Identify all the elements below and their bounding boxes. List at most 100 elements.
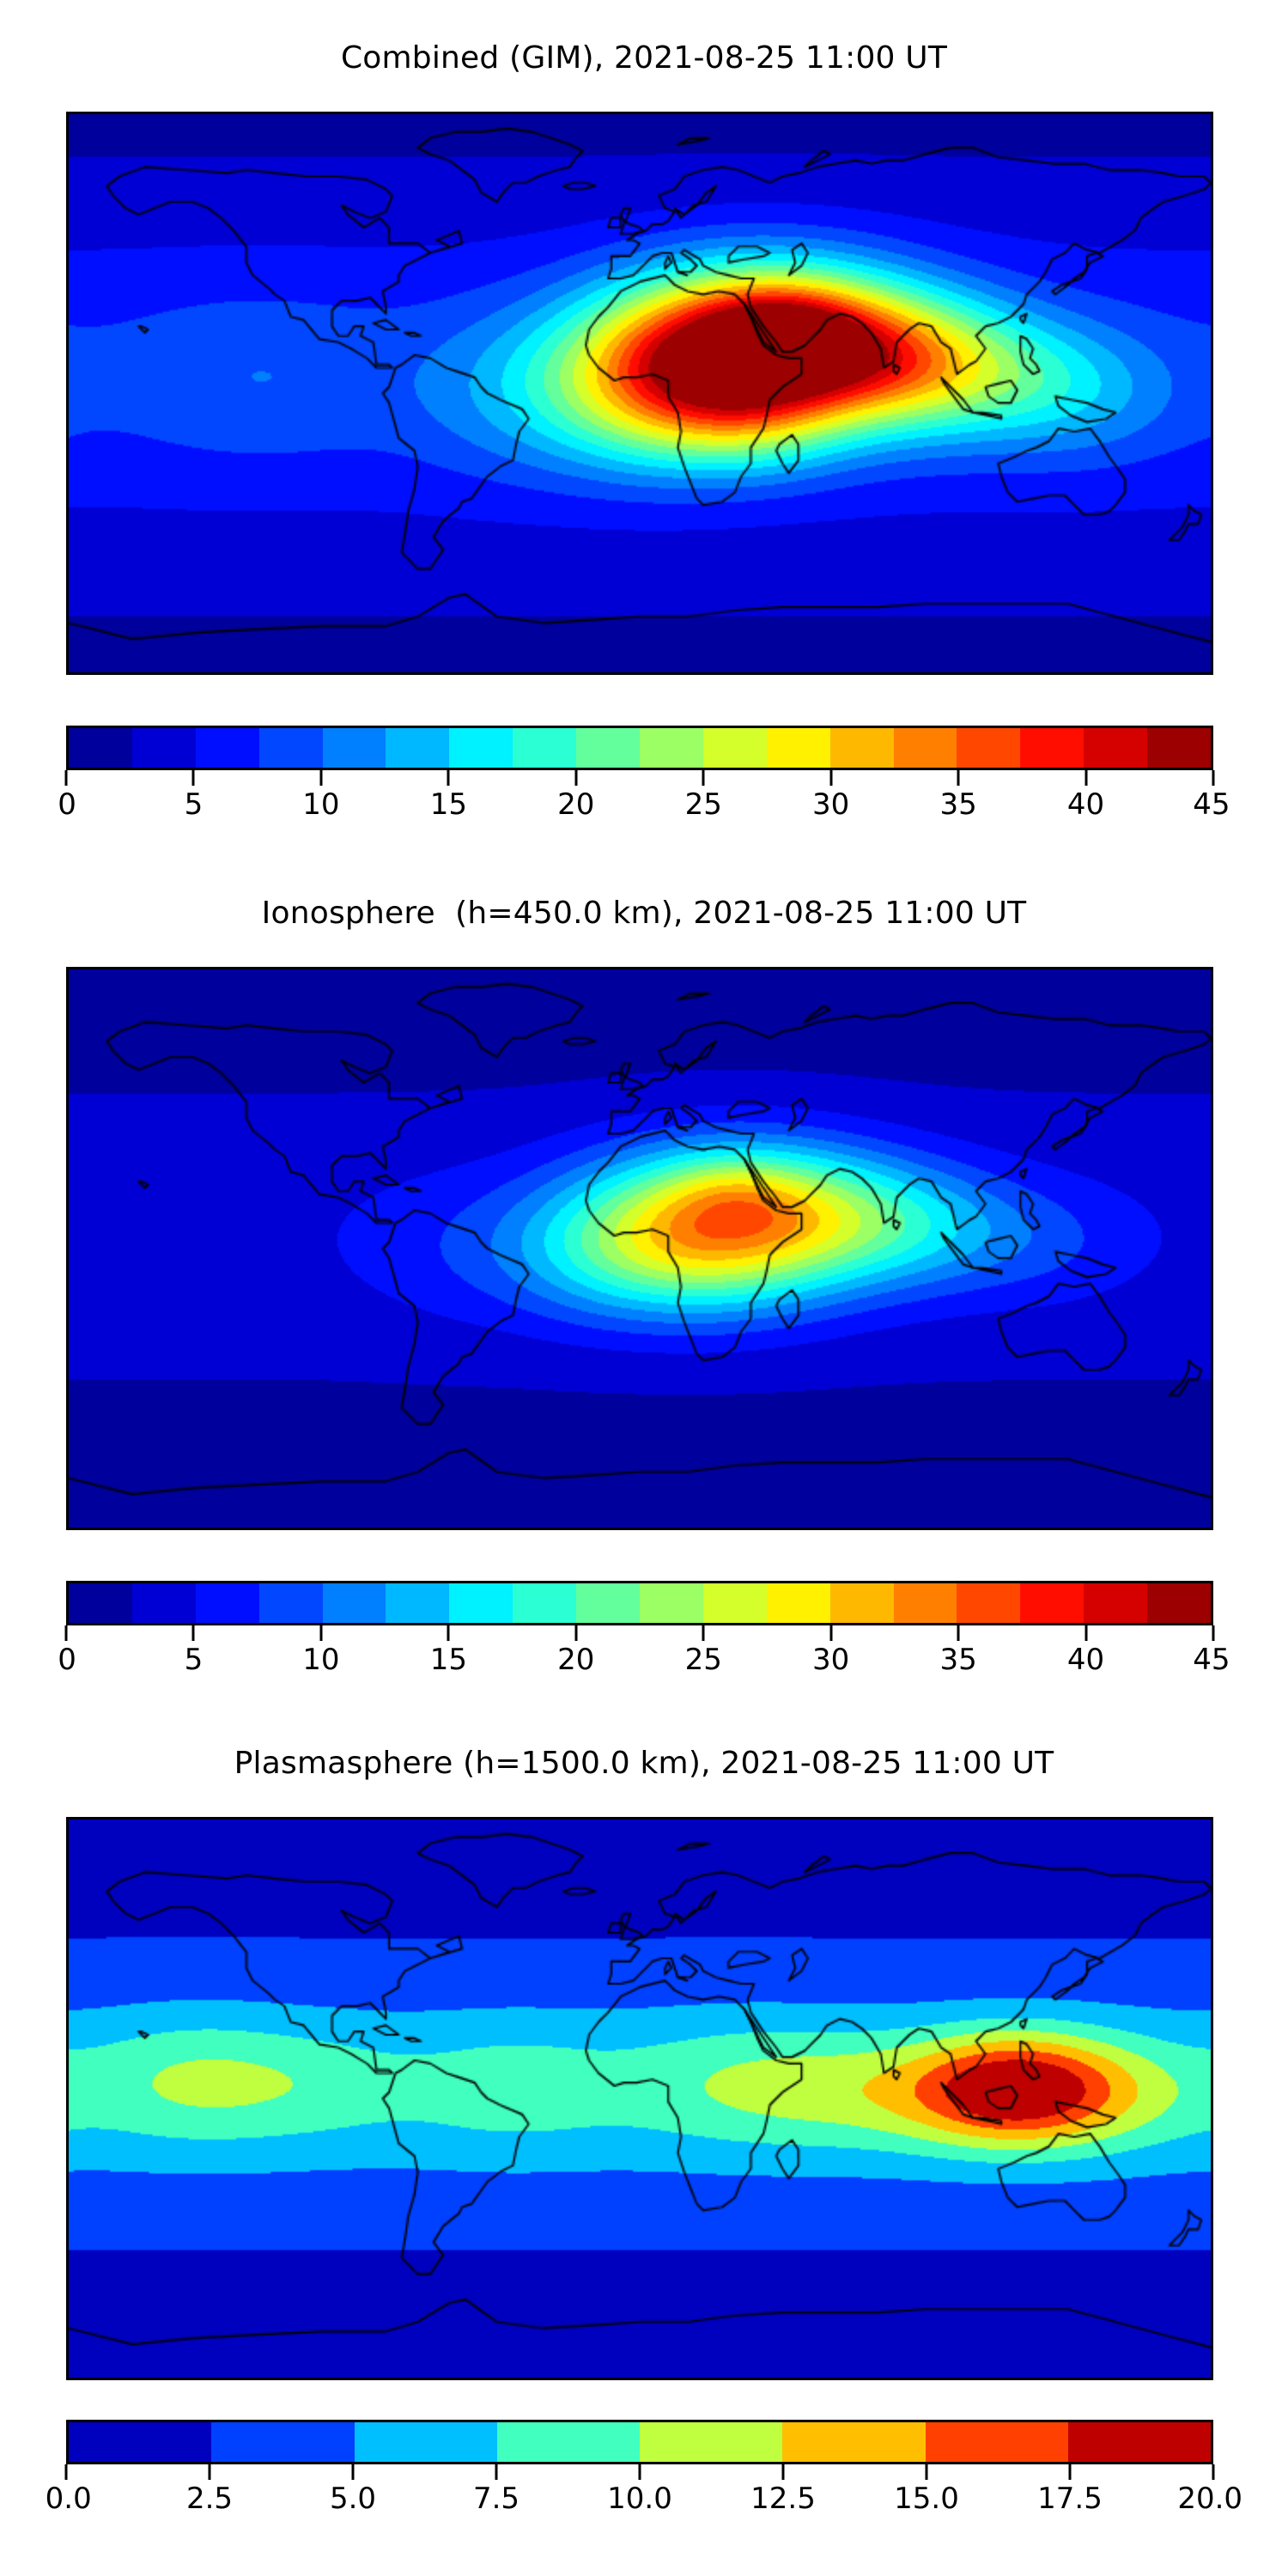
colorbar-tick <box>447 770 450 786</box>
colorbar-tick-label: 7.5 <box>472 2482 520 2516</box>
colorbar-band <box>957 1583 1021 1623</box>
colorbar-band <box>702 1583 767 1623</box>
colorbar-band <box>640 2422 783 2462</box>
colorbar-band <box>322 728 386 768</box>
colorbar-tick <box>1068 2464 1072 2480</box>
colorbar-band <box>1084 728 1148 768</box>
colorbar-band <box>69 728 132 768</box>
colorbar-band <box>1147 1583 1212 1623</box>
colorbar-tick <box>1212 1625 1215 1641</box>
colorbar-tick-label: 15 <box>429 787 467 822</box>
colorbar-ionosphere: 0 5 10 15 20 25 30 35 40 45 <box>58 1581 1230 1682</box>
colorbar-tick <box>447 1625 450 1641</box>
colorbar-band <box>211 2422 355 2462</box>
colorbar-tick-label: 5 <box>184 787 204 822</box>
colorbar-band <box>640 1583 703 1623</box>
colorbar-plasmasphere-ticks <box>64 2464 1215 2480</box>
colorbar-band <box>1084 1583 1148 1623</box>
map-canvas-combined <box>69 114 1211 672</box>
colorbar-band <box>829 1583 894 1623</box>
colorbar-tick <box>702 1625 705 1641</box>
colorbar-tick-label: 20.0 <box>1177 2482 1243 2516</box>
colorbar-combined-bar <box>66 726 1213 770</box>
map-ionosphere <box>66 967 1213 1530</box>
panel-combined-gim: Combined (GIM), 2021-08-25 11:00 UT <box>0 39 1288 77</box>
colorbar-band <box>131 728 196 768</box>
colorbar-tick-label: 0 <box>58 1643 76 1677</box>
colorbar-combined-ticks <box>64 770 1215 786</box>
colorbar-tick <box>1212 770 1215 786</box>
colorbar-band <box>513 728 577 768</box>
colorbar-band <box>195 728 259 768</box>
colorbar-band <box>766 728 830 768</box>
colorbar-tick-label: 40 <box>1066 787 1105 822</box>
colorbar-band <box>957 728 1021 768</box>
colorbar-plasmasphere-bar <box>66 2420 1213 2464</box>
colorbar-plasmasphere-labels: 0.0 2.5 5.0 7.5 10.0 12.5 15.0 17.5 20.0 <box>46 2480 1242 2521</box>
colorbar-band <box>449 728 513 768</box>
map-plasmasphere <box>66 1817 1213 2380</box>
panel-title-combined: Combined (GIM), 2021-08-25 11:00 UT <box>340 40 948 76</box>
colorbar-band <box>1020 1583 1084 1623</box>
colorbar-tick <box>957 770 960 786</box>
colorbar-tick-label: 15.0 <box>894 2482 959 2516</box>
colorbar-tick <box>208 2464 211 2480</box>
colorbar-band <box>1020 728 1084 768</box>
colorbar-band <box>69 2422 212 2462</box>
colorbar-band <box>702 728 767 768</box>
colorbar-band <box>640 728 703 768</box>
colorbar-tick-label: 12.5 <box>750 2482 816 2516</box>
colorbar-band <box>925 2422 1068 2462</box>
colorbar-tick-label: 2.5 <box>185 2482 234 2516</box>
colorbar-band <box>576 728 641 768</box>
colorbar-tick <box>191 1625 195 1641</box>
panel-plasmasphere: Plasmasphere (h=1500.0 km), 2021-08-25 1… <box>0 1745 1288 1783</box>
colorbar-band <box>386 1583 450 1623</box>
colorbar-tick <box>574 1625 578 1641</box>
colorbar-tick-label: 15 <box>429 1643 467 1677</box>
colorbar-tick-label: 0.0 <box>45 2482 92 2516</box>
colorbar-band <box>258 728 323 768</box>
map-canvas-plasmasphere <box>69 1820 1211 2378</box>
colorbar-ionosphere-labels: 0 5 10 15 20 25 30 35 40 45 <box>58 1641 1230 1682</box>
panel-ionosphere: Ionosphere (h=450.0 km), 2021-08-25 11:0… <box>0 895 1288 933</box>
colorbar-band <box>1067 2422 1211 2462</box>
colorbar-tick <box>638 2464 641 2480</box>
colorbar-tick-label: 40 <box>1066 1643 1105 1677</box>
colorbar-tick <box>319 770 323 786</box>
colorbar-tick <box>319 1625 323 1641</box>
colorbar-band <box>893 728 957 768</box>
colorbar-tick-label: 17.5 <box>1037 2482 1103 2516</box>
colorbar-tick-label: 25 <box>684 1643 722 1677</box>
colorbar-tick <box>64 770 68 786</box>
colorbar-tick-label: 35 <box>939 1643 977 1677</box>
colorbar-tick-label: 5 <box>184 1643 204 1677</box>
colorbar-ionosphere-ticks <box>64 1625 1215 1641</box>
colorbar-band <box>131 1583 196 1623</box>
colorbar-band <box>576 1583 641 1623</box>
colorbar-tick-label: 35 <box>939 787 977 822</box>
colorbar-band <box>829 728 894 768</box>
colorbar-plasmasphere: 0.0 2.5 5.0 7.5 10.0 12.5 15.0 17.5 20.0 <box>46 2420 1242 2521</box>
colorbar-band <box>1147 728 1212 768</box>
colorbar-tick <box>829 1625 833 1641</box>
colorbar-band <box>386 728 450 768</box>
colorbar-tick <box>1212 2464 1215 2480</box>
colorbar-tick <box>1084 770 1088 786</box>
colorbar-tick-label: 20 <box>557 787 595 822</box>
colorbar-tick-label: 10.0 <box>607 2482 672 2516</box>
colorbar-tick <box>781 2464 785 2480</box>
colorbar-tick-label: 30 <box>812 1643 850 1677</box>
colorbar-tick-label: 30 <box>812 787 850 822</box>
colorbar-band <box>354 2422 497 2462</box>
colorbar-tick <box>64 1625 68 1641</box>
colorbar-band <box>449 1583 513 1623</box>
colorbar-band <box>258 1583 323 1623</box>
colorbar-tick <box>574 770 578 786</box>
colorbar-combined: 0 5 10 15 20 25 30 35 40 45 <box>58 726 1230 827</box>
colorbar-band <box>195 1583 259 1623</box>
colorbar-tick-label: 25 <box>684 787 722 822</box>
map-combined-gim <box>66 112 1213 675</box>
colorbar-tick <box>64 2464 68 2480</box>
